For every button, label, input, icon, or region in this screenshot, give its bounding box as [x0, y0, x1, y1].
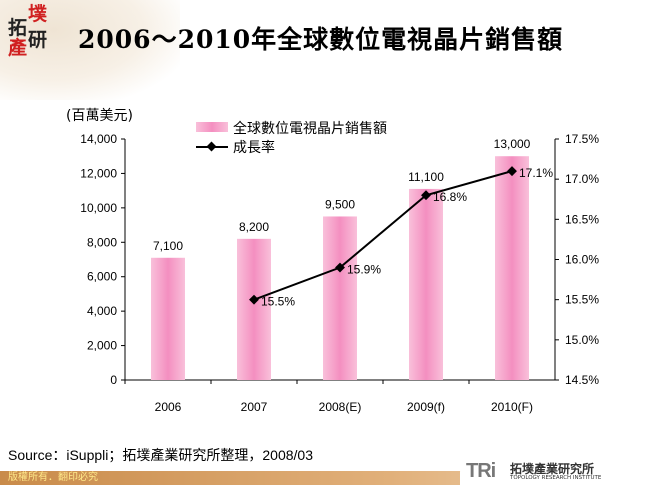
y-axis-label: (百萬美元): [66, 108, 133, 124]
x-tick-label: 2010(F): [491, 400, 533, 414]
y2-tick-label: 16.5%: [565, 212, 599, 226]
y-tick-label: 14,000: [80, 132, 117, 146]
y-tick-label: 2,000: [87, 339, 117, 353]
y2-tick-label: 17.0%: [565, 172, 599, 186]
x-tick-label: 2006: [155, 400, 182, 414]
org-logo: TRi 拓墣產業研究所 TOPOLOGY RESEARCH INSTITUTE: [460, 460, 650, 485]
page-title: 2006～2010年全球數位電視晶片銷售額: [78, 25, 564, 54]
source-note: Source：iSuppli；拓墣產業研究所整理，2008/03: [8, 447, 313, 463]
growth-point: [335, 262, 345, 273]
y2-tick-label: 14.5%: [565, 373, 599, 387]
legend-bar-label: 全球數位電視晶片銷售額: [233, 120, 387, 137]
x-tick-label: 2009(f): [407, 400, 445, 414]
bar-value-label: 11,100: [408, 170, 444, 184]
y-tick-label: 4,000: [87, 304, 117, 318]
growth-value-label: 15.5%: [261, 295, 295, 309]
bar: [151, 257, 185, 380]
y2-tick-label: 15.0%: [565, 333, 599, 347]
bar-value-label: 7,100: [153, 239, 183, 253]
y2-tick-label: 15.5%: [565, 293, 599, 307]
copyright-text: 版權所有．翻印必究: [8, 472, 98, 483]
growth-point: [249, 294, 259, 305]
growth-line: [253, 170, 513, 301]
background-decoration: [0, 0, 180, 100]
logo-char: 研: [28, 29, 48, 51]
y-tick-label: 6,000: [87, 270, 117, 284]
legend-bar-swatch: [196, 122, 228, 132]
growth-value-label: 15.9%: [347, 263, 381, 277]
y2-tick-label: 17.5%: [565, 132, 599, 146]
y-tick-label: 8,000: [87, 235, 117, 249]
org-logo-mark: TRi: [466, 460, 496, 482]
bar-value-label: 13,000: [494, 137, 531, 151]
bar: [495, 156, 529, 380]
growth-point: [421, 190, 431, 201]
x-tick-label: 2008(E): [319, 400, 362, 414]
logo-char: 拓: [8, 17, 28, 39]
logo-char: 產: [8, 37, 28, 59]
growth-value-label: 16.8%: [433, 190, 467, 204]
bar: [409, 188, 443, 380]
bar-value-label: 8,200: [239, 220, 269, 234]
org-name-en: TOPOLOGY RESEARCH INSTITUTE: [510, 475, 602, 481]
bar: [237, 238, 271, 380]
org-name: 拓墣產業研究所: [510, 462, 595, 476]
legend-line-label: 成長率: [233, 139, 275, 156]
x-tick-label: 2007: [241, 400, 268, 414]
bar-value-label: 9,500: [325, 197, 355, 211]
logo: 拓 墣 產 研: [8, 3, 48, 58]
growth-point: [507, 166, 517, 177]
logo-char: 墣: [28, 3, 48, 25]
y-tick-label: 0: [110, 373, 117, 387]
y-tick-label: 10,000: [80, 201, 117, 215]
growth-value-label: 17.1%: [519, 166, 553, 180]
y-tick-label: 12,000: [80, 166, 117, 180]
legend-line-marker: [206, 141, 217, 152]
y2-tick-label: 16.0%: [565, 253, 599, 267]
bar: [323, 216, 357, 380]
